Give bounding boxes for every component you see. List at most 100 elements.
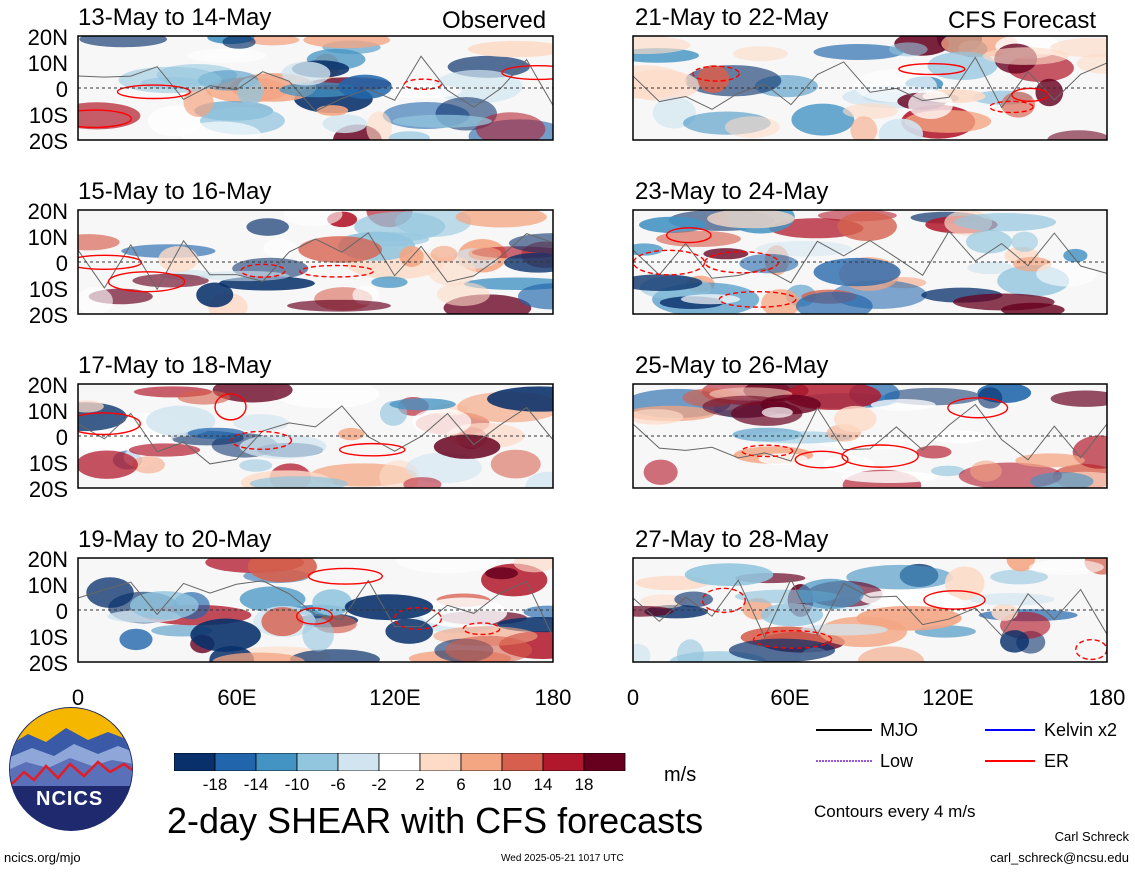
shear-anomaly-blob [633, 643, 651, 662]
shear-anomaly-blob [78, 286, 113, 314]
shear-anomaly-blob [797, 578, 864, 609]
shear-anomaly-blob [795, 291, 873, 314]
forecast-panel-4 [632, 557, 1108, 663]
lat-tick-label: 10N [27, 51, 68, 76]
shear-anomaly-blob [212, 384, 293, 403]
lat-tick-label: 20S [28, 303, 68, 328]
shear-anomaly-blob [316, 105, 349, 116]
er-contour [501, 64, 553, 81]
shear-anomaly-blob [222, 36, 256, 49]
shear-anomaly-blob [633, 36, 691, 55]
shear-anomaly-blob [1063, 248, 1088, 263]
shear-anomaly-blob [916, 445, 952, 459]
panel-frame [77, 209, 554, 315]
shear-anomaly-blob [132, 273, 209, 288]
lat-tick-label: 20S [28, 129, 68, 154]
colorbar-swatch [214, 753, 257, 771]
shear-anomaly-blob [680, 294, 741, 305]
shear-anomaly-blob [86, 577, 134, 608]
shear-anomaly-blob [128, 443, 201, 457]
footer-author: Carl Schreck [1054, 829, 1129, 844]
shear-anomaly-blob [1015, 453, 1085, 468]
shear-anomaly-blob [760, 603, 824, 627]
shear-anomaly-blob [977, 387, 1003, 409]
observed-panel-1 [77, 35, 554, 141]
panel-title-right-1: 21-May to 22-May [635, 4, 829, 31]
observed-panel-3 [77, 383, 554, 489]
er-contour [898, 62, 966, 76]
shear-anomaly-blob [739, 253, 799, 274]
shear-anomaly-blob [177, 390, 231, 405]
legend-label-er: ER [1044, 751, 1070, 771]
shear-anomaly-blob [78, 450, 138, 479]
shear-anomaly-blob [467, 40, 553, 58]
er-contour [752, 630, 833, 649]
shear-anomaly-blob [392, 114, 492, 128]
footer-timestamp: Wed 2025-05-21 1017 UTC [501, 853, 624, 864]
footer-email: carl_schreck@ncsu.edu [990, 850, 1129, 865]
colorbar-tick-label: -14 [243, 775, 269, 794]
forecast-panel-1 [632, 35, 1108, 141]
shear-anomaly-blob [674, 591, 714, 608]
lat-tick-label: 20N [27, 199, 68, 224]
shear-anomaly-blob [322, 114, 367, 134]
colorbar-tick-label: -6 [330, 775, 346, 794]
legend-swatch-mjo [816, 729, 872, 731]
colorbar-tick-label: -18 [202, 775, 228, 794]
shear-anomaly-blob [513, 558, 553, 573]
shear-anomaly-blob [841, 470, 939, 484]
shear-anomaly-blob [842, 103, 899, 119]
er-contour [989, 100, 1034, 114]
shear-anomaly-blob [419, 597, 508, 628]
shear-anomaly-blob [633, 65, 688, 99]
shear-anomaly-blob [78, 400, 104, 413]
lon-tick-label: 60E [217, 685, 257, 710]
shear-anomaly-blob [485, 567, 519, 580]
shear-anomaly-blob [944, 566, 985, 600]
er-contour [307, 567, 383, 585]
shear-anomaly-blob [263, 238, 297, 258]
shear-anomaly-blob [1028, 559, 1104, 575]
panel-frame [632, 383, 1108, 489]
shear-anomaly-blob [403, 477, 442, 488]
shear-anomaly-blob [633, 605, 674, 617]
shear-anomaly-blob [490, 449, 541, 479]
er-contour [692, 65, 740, 82]
shear-anomaly-blob [970, 460, 1002, 482]
shear-anomaly-blob [954, 213, 1057, 232]
shear-anomaly-blob [889, 42, 928, 57]
shear-anomaly-blob [433, 434, 501, 459]
shear-anomaly-blob [1030, 472, 1094, 488]
coastline [633, 403, 1107, 462]
panel-frame [77, 557, 554, 663]
legend-swatch-kelvin [985, 729, 1035, 731]
colorbar-swatch [542, 753, 585, 771]
shear-anomaly-blob [991, 603, 1018, 621]
er-contour [295, 607, 334, 625]
panel-frame [77, 383, 554, 489]
contour-note: Contours every 4 m/s [814, 802, 976, 821]
shear-anomaly-blob [1000, 630, 1030, 653]
shear-anomaly-blob [800, 623, 888, 636]
shear-anomaly-blob [344, 594, 434, 621]
shear-anomaly-blob [455, 210, 547, 228]
shear-anomaly-blob [249, 476, 348, 488]
shear-anomaly-blob [239, 459, 273, 472]
shear-anomaly-blob [427, 256, 477, 286]
shear-anomaly-blob [952, 293, 1055, 311]
shear-anomaly-blob [813, 257, 901, 287]
colorbar-tick-label: 10 [492, 775, 512, 794]
lon-tick-label: 180 [1088, 685, 1126, 710]
lat-tick-label: 20N [27, 25, 68, 50]
legend-label-kelvin: Kelvin x2 [1044, 720, 1118, 740]
panel-title-left-3: 17-May to 18-May [78, 352, 272, 379]
shear-anomaly-blob [395, 558, 498, 574]
coastline [78, 55, 553, 112]
observed-panel-2 [77, 209, 554, 315]
shear-anomaly-blob [352, 285, 380, 305]
shear-anomaly-blob [445, 635, 533, 662]
shear-anomaly-blob [196, 282, 234, 308]
shear-anomaly-blob [366, 111, 392, 140]
shear-anomaly-blob [199, 270, 290, 282]
shear-anomaly-blob [833, 405, 877, 433]
